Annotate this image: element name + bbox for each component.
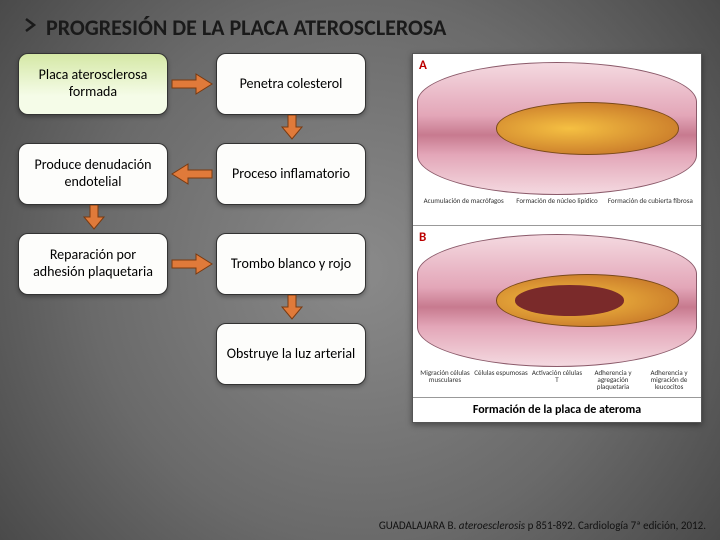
flow-box-right: Penetra colesterol xyxy=(216,53,366,115)
flow-box-final: Obstruye la luz arterial xyxy=(216,323,366,385)
arrow-right-icon xyxy=(168,72,216,96)
figure-panel-b: B Migración células musculares Células e… xyxy=(413,226,701,398)
flow-box-left: Produce denudación endotelial xyxy=(18,143,168,205)
content-area: Placa aterosclerosa formada Penetra cole… xyxy=(0,47,720,423)
arrow-left-icon xyxy=(168,162,216,186)
panel-label: A xyxy=(419,58,427,73)
citation: GUADALAJARA B. ateroesclerosis p 851-892… xyxy=(379,519,706,532)
v-arrow-container xyxy=(18,115,408,143)
flow-row: Reparación por adhesión plaquetaria Trom… xyxy=(18,233,408,295)
v-arrow-container xyxy=(18,295,408,323)
caption: Activación células T xyxy=(529,369,585,390)
panel-captions: Migración células musculares Células esp… xyxy=(417,369,697,390)
caption: Adherencia y migración de leucocitos xyxy=(641,369,697,390)
citation-topic: ateroesclerosis xyxy=(459,519,525,532)
flow-box-left: Placa aterosclerosa formada xyxy=(18,53,168,115)
figure-ateroma: A Acumulación de macrófagos Formación de… xyxy=(412,53,702,423)
figure-panel-a: A Acumulación de macrófagos Formación de… xyxy=(413,54,701,226)
flow-box-left: Reparación por adhesión plaquetaria xyxy=(18,233,168,295)
title-row: PROGRESIÓN DE LA PLACA ATEROSCLEROSA xyxy=(0,0,720,47)
flow-box-right: Proceso inflamatorio xyxy=(216,143,366,205)
arrow-down-icon xyxy=(280,295,304,326)
arrow-down-icon xyxy=(82,205,106,236)
citation-author: GUADALAJARA B. xyxy=(379,519,456,532)
figure-title: Formación de la placa de ateroma xyxy=(413,398,701,422)
flowchart: Placa aterosclerosa formada Penetra cole… xyxy=(18,53,408,423)
flow-row: Placa aterosclerosa formada Penetra cole… xyxy=(18,53,408,115)
panel-label: B xyxy=(419,230,426,245)
caption: Acumulación de macrófagos xyxy=(417,197,510,204)
caption: Formación de cubierta fibrosa xyxy=(604,197,697,204)
chevron-right-icon xyxy=(22,17,38,38)
flow-row: Produce denudación endotelial Proceso in… xyxy=(18,143,408,205)
caption: Adherencia y agregación plaquetaria xyxy=(585,369,641,390)
caption: Migración células musculares xyxy=(417,369,473,390)
arrow-right-icon xyxy=(168,252,216,276)
citation-book: Cardiología 7ª edición, 2012. xyxy=(578,519,706,532)
vessel-illustration xyxy=(417,234,697,367)
vessel-illustration xyxy=(417,62,697,195)
page-title: PROGRESIÓN DE LA PLACA ATEROSCLEROSA xyxy=(46,14,446,41)
arrow-down-icon xyxy=(280,115,304,146)
citation-pages: p 851-892. xyxy=(528,519,576,532)
caption: Formación de núcleo lipídico xyxy=(510,197,603,204)
flow-final-row: Obstruye la luz arterial xyxy=(216,323,408,385)
caption: Células espumosas xyxy=(473,369,529,390)
flow-box-right: Trombo blanco y rojo xyxy=(216,233,366,295)
panel-captions: Acumulación de macrófagos Formación de n… xyxy=(417,197,697,204)
v-arrow-container xyxy=(18,205,408,233)
